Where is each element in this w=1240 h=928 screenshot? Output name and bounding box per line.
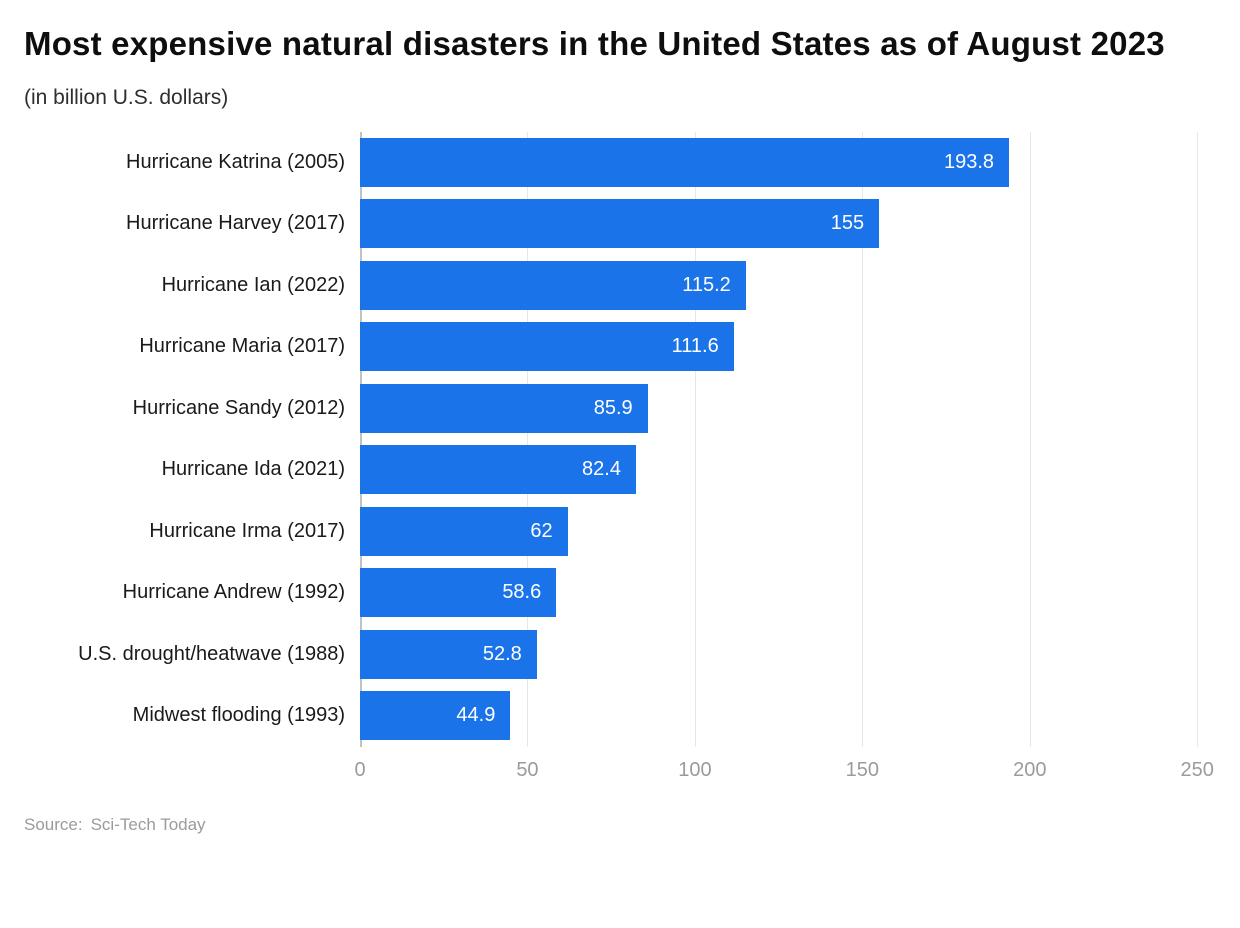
y-axis-line <box>360 131 362 747</box>
value-label: 193.8 <box>943 150 995 173</box>
value-label: 111.6 <box>671 335 719 358</box>
bar[interactable]: 155 <box>360 199 880 249</box>
bar[interactable]: 62 <box>360 506 568 556</box>
chart-subtitle: (in billion U.S. dollars) <box>24 85 229 109</box>
gridline <box>1029 131 1031 747</box>
x-tick-label: 100 <box>678 758 712 781</box>
value-label: 62 <box>530 519 553 542</box>
x-tick-label: 150 <box>845 758 880 781</box>
bar[interactable]: 82.4 <box>360 445 636 495</box>
category-label: Hurricane Ian (2022) <box>161 273 345 296</box>
bar[interactable]: 193.8 <box>360 137 1010 187</box>
bar[interactable]: 52.8 <box>360 629 537 679</box>
bar-track: 85.9 <box>360 383 1216 433</box>
bar-row: Hurricane Katrina (2005) 193.8 <box>24 132 1216 194</box>
source-line: Source: Sci-Tech Today <box>24 815 1216 835</box>
gridline <box>694 131 696 747</box>
gridline <box>862 131 864 747</box>
category-label: Hurricane Katrina (2005) <box>126 150 345 173</box>
bar-rows: Hurricane Katrina (2005) 193.8 Hurricane H… <box>24 132 1216 747</box>
bar-row: U.S. drought/heatwave (1988) 52.8 <box>24 624 1216 686</box>
bar-track: 44.9 <box>360 691 1216 741</box>
category-label: Hurricane Andrew (1992) <box>122 581 345 604</box>
chart-title: Most expensive natural disasters in the … <box>24 25 1165 62</box>
x-tick-label: 0 <box>354 758 366 781</box>
value-label: 44.9 <box>456 704 496 727</box>
bar[interactable]: 115.2 <box>360 260 746 310</box>
gridline <box>527 131 529 747</box>
bar-row: Hurricane Maria (2017) 111.6 <box>24 316 1216 378</box>
category-label: Hurricane Irma (2017) <box>149 519 345 542</box>
category-label: Hurricane Ida (2021) <box>161 458 345 481</box>
value-label: 52.8 <box>482 642 522 665</box>
category-label: Hurricane Harvey (2017) <box>126 212 345 235</box>
bar-row: Midwest flooding (1993) 44.9 <box>24 685 1216 747</box>
value-label: 85.9 <box>593 396 633 419</box>
bar-track: 193.8 <box>360 137 1216 187</box>
bar-row: Hurricane Harvey (2017) 155 <box>24 193 1216 255</box>
category-label: U.S. drought/heatwave (1988) <box>78 642 345 665</box>
bar-track: 111.6 <box>360 322 1216 372</box>
bar[interactable]: 111.6 <box>360 322 734 372</box>
source-label: Source: <box>24 814 83 834</box>
bar[interactable]: 85.9 <box>360 383 648 433</box>
gridlines <box>360 131 1216 747</box>
category-label: Midwest flooding (1993) <box>132 704 345 727</box>
value-label: 115.2 <box>682 273 731 296</box>
bar-track: 115.2 <box>360 260 1216 310</box>
x-tick-label: 200 <box>1013 758 1047 781</box>
x-tick-label: 50 <box>516 758 539 781</box>
bar-track: 82.4 <box>360 445 1216 495</box>
bar-track: 58.6 <box>360 568 1216 618</box>
value-label: 58.6 <box>502 581 542 604</box>
category-label: Hurricane Sandy (2012) <box>132 396 345 419</box>
x-tick-label: 250 <box>1180 758 1214 781</box>
bar-track: 52.8 <box>360 629 1216 679</box>
bar-row: Hurricane Sandy (2012) 85.9 <box>24 378 1216 440</box>
bar-track: 155 <box>360 199 1216 249</box>
value-label: 155 <box>830 212 865 235</box>
bar[interactable]: 44.9 <box>360 691 511 741</box>
bar-chart: Hurricane Katrina (2005) 193.8 Hurricane H… <box>24 131 1216 793</box>
bar-row: Hurricane Ian (2022) 115.2 <box>24 255 1216 317</box>
category-label: Hurricane Maria (2017) <box>139 335 345 358</box>
bar-row: Hurricane Irma (2017) 62 <box>24 501 1216 563</box>
value-label: 82.4 <box>582 458 621 481</box>
bar-row: Hurricane Andrew (1992) 58.6 <box>24 562 1216 624</box>
bar-track: 62 <box>360 506 1216 556</box>
gridline <box>1197 131 1199 747</box>
bar-row: Hurricane Ida (2021) 82.4 <box>24 439 1216 501</box>
source-name: Sci-Tech Today <box>90 814 206 834</box>
bar[interactable]: 58.6 <box>360 568 557 618</box>
x-axis: 0 50 100 150 200 250 <box>354 747 1216 793</box>
